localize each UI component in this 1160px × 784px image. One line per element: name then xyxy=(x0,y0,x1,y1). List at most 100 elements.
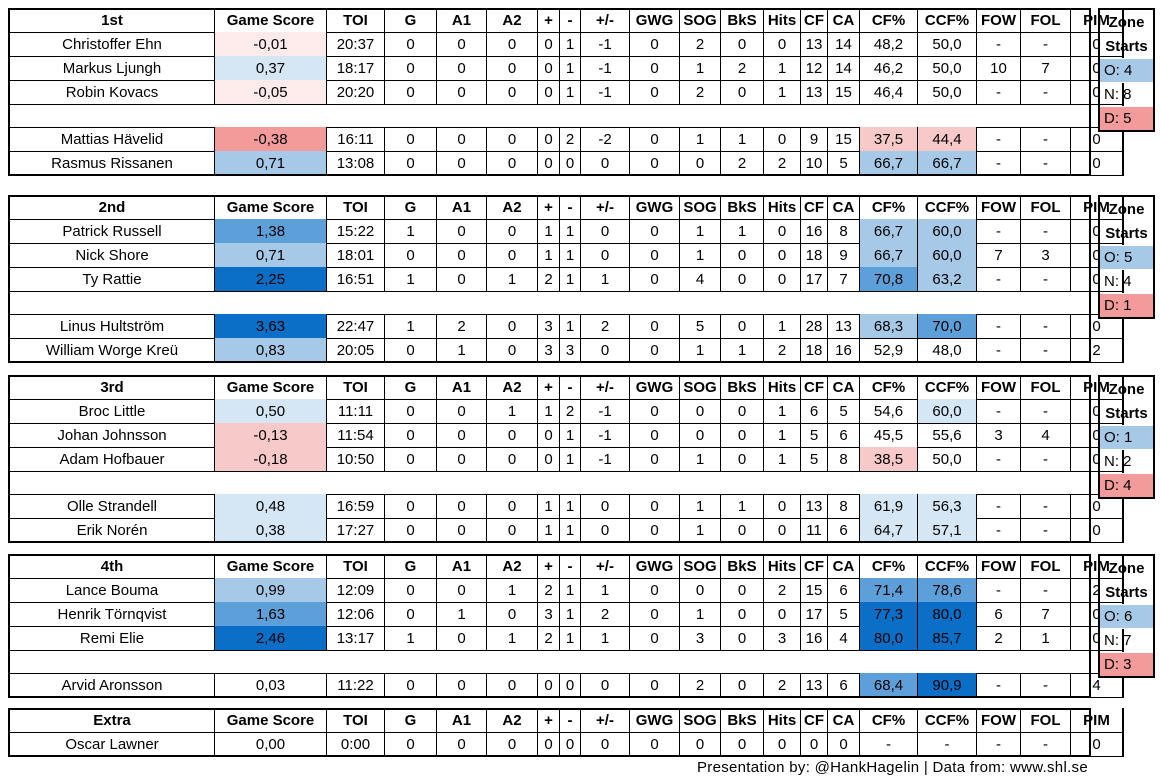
stat-cell: 77,3 xyxy=(860,602,918,626)
stat-cell: 4 xyxy=(1021,423,1071,447)
stat-cell: - xyxy=(1021,127,1071,151)
stat-cell: 2 xyxy=(680,32,721,56)
zone-neutral: N: 7 xyxy=(1100,628,1153,652)
stat-cell: 0 xyxy=(764,219,801,243)
table-row: Nick Shore 0,71 18:01 0 0 0 1 1 0 0 1 0 0 18 9 66,7 60,0… xyxy=(8,243,1124,268)
column-header: A1 xyxy=(437,554,487,578)
column-header: CF xyxy=(801,554,828,578)
stat-cell: - xyxy=(977,267,1021,291)
player-name: Johan Johnsson xyxy=(10,423,215,447)
column-header: FOW xyxy=(977,8,1021,32)
stat-cell: 0,71 xyxy=(215,243,327,267)
stat-cell: 0 xyxy=(630,602,680,626)
stat-cell: 0 xyxy=(437,732,487,756)
stat-cell: 1,63 xyxy=(215,602,327,626)
stat-cell: 80,0 xyxy=(918,602,977,626)
stat-cell: 0 xyxy=(680,423,721,447)
stat-cell: 0 xyxy=(630,32,680,56)
stat-cell: 0 xyxy=(680,399,721,423)
stat-cell: 1 xyxy=(764,80,801,104)
zone-starts-box: Zone Starts O: 4 N: 8 D: 5 xyxy=(1098,8,1155,132)
column-header: SOG xyxy=(680,554,721,578)
stat-cell: 3 xyxy=(538,314,560,338)
stat-cell: 2 xyxy=(581,602,630,626)
column-header: Hits xyxy=(764,8,801,32)
stat-cell: 60,0 xyxy=(918,243,977,267)
column-header: PIM xyxy=(1083,711,1110,729)
player-name: Christoffer Ehn xyxy=(10,32,215,56)
stat-cell: 1 xyxy=(680,518,721,542)
stat-cell: 0 xyxy=(1092,130,1101,148)
column-header: - xyxy=(560,554,581,578)
column-header: CA xyxy=(828,8,860,32)
stat-cell: 16:11 xyxy=(327,127,385,151)
stat-cell: -1 xyxy=(581,447,630,471)
stat-cell: 45,5 xyxy=(860,423,918,447)
stat-cell: - xyxy=(977,732,1021,756)
stat-cell: 38,5 xyxy=(860,447,918,471)
stat-cell: 0 xyxy=(581,673,630,697)
stat-cell: 13 xyxy=(801,494,828,518)
zone-neutral: N: 2 xyxy=(1100,449,1153,473)
stat-cell: - xyxy=(977,314,1021,338)
column-header: TOI xyxy=(327,8,385,32)
column-header: TOI xyxy=(327,708,385,732)
stat-cell: 0 xyxy=(630,267,680,291)
stat-cell: 0 xyxy=(538,423,560,447)
stat-cell: - xyxy=(977,578,1021,602)
block-label: 3rd xyxy=(10,375,215,399)
stat-cell: 66,7 xyxy=(860,243,918,267)
stat-cell: 16:51 xyxy=(327,267,385,291)
stat-cell: 10 xyxy=(801,151,828,175)
block-label: 2nd xyxy=(10,195,215,219)
column-header: Hits xyxy=(764,375,801,399)
stat-cell: - xyxy=(977,494,1021,518)
player-name: Nick Shore xyxy=(10,243,215,267)
stat-cell: 0 xyxy=(721,732,764,756)
stat-cell: - xyxy=(1021,494,1071,518)
column-header: Game Score xyxy=(215,708,327,732)
stat-cell: 0 xyxy=(487,673,538,697)
stat-cell: 0 xyxy=(764,518,801,542)
stat-cell: 71,4 xyxy=(860,578,918,602)
stat-cell: 0 xyxy=(437,423,487,447)
stat-cell: 13 xyxy=(801,80,828,104)
player-name: Oscar Lawner xyxy=(10,732,215,756)
player-name: Henrik Törnqvist xyxy=(10,602,215,626)
stat-cell: 0 xyxy=(560,673,581,697)
stat-cell: - xyxy=(1021,338,1071,362)
stat-cell: 2 xyxy=(680,80,721,104)
footer-credit: Presentation by: @HankHagelin | Data fro… xyxy=(696,759,1088,776)
stat-cell: 0 xyxy=(721,626,764,650)
column-header: TOI xyxy=(327,375,385,399)
stat-cell: 15 xyxy=(828,80,860,104)
column-header: FOL xyxy=(1021,708,1071,732)
stat-cell: 0 xyxy=(630,423,680,447)
stat-cell: 0 xyxy=(437,56,487,80)
stat-cell: 16 xyxy=(801,626,828,650)
stat-cell: 7 xyxy=(1021,56,1071,80)
stat-cell: 0 xyxy=(487,423,538,447)
stat-cell: 4 xyxy=(1092,676,1101,694)
stat-cell: 54,6 xyxy=(860,399,918,423)
stat-cell: 22:47 xyxy=(327,314,385,338)
stat-cell: 5 xyxy=(828,602,860,626)
stat-cell: -1 xyxy=(581,32,630,56)
stat-cell: 0 xyxy=(764,494,801,518)
stat-cell: 68,4 xyxy=(860,673,918,697)
stat-cell: -1 xyxy=(581,80,630,104)
stat-cell: 0 xyxy=(764,32,801,56)
stat-cell: 1 xyxy=(581,626,630,650)
stat-cell: 0 xyxy=(721,314,764,338)
stat-cell: 0 xyxy=(1092,59,1101,77)
column-header: CCF% xyxy=(918,195,977,219)
stat-cell: 0 xyxy=(437,399,487,423)
stat-cell: 5 xyxy=(828,399,860,423)
stat-cell: 2,25 xyxy=(215,267,327,291)
stat-cell: 16:59 xyxy=(327,494,385,518)
stat-cell: 20:05 xyxy=(327,338,385,362)
column-header: CA xyxy=(828,375,860,399)
stat-cell: -1 xyxy=(581,56,630,80)
stat-cell: -0,18 xyxy=(215,447,327,471)
column-header: Game Score xyxy=(215,375,327,399)
